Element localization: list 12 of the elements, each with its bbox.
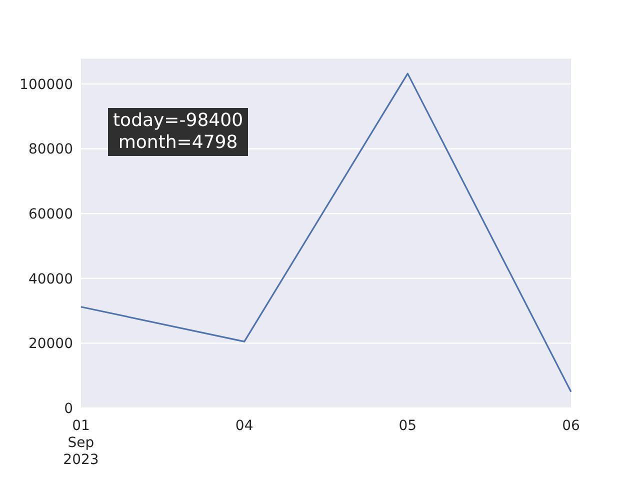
x-tick-label: 05 bbox=[398, 418, 417, 434]
x-tick-label: 01 Sep 2023 bbox=[63, 418, 99, 468]
annotation: today=-98400 month=4798 bbox=[108, 108, 248, 156]
y-tick-label: 40000 bbox=[28, 271, 73, 288]
x-tick-label: 06 bbox=[562, 418, 580, 434]
y-tick-label: 60000 bbox=[28, 206, 73, 223]
y-tick-label: 100000 bbox=[20, 76, 73, 93]
y-tick-label: 20000 bbox=[28, 336, 73, 352]
y-tick-label: 80000 bbox=[28, 142, 73, 158]
y-tick-label: 0 bbox=[64, 400, 73, 417]
line-series bbox=[80, 72, 572, 393]
x-tick-label: 04 bbox=[235, 418, 254, 434]
